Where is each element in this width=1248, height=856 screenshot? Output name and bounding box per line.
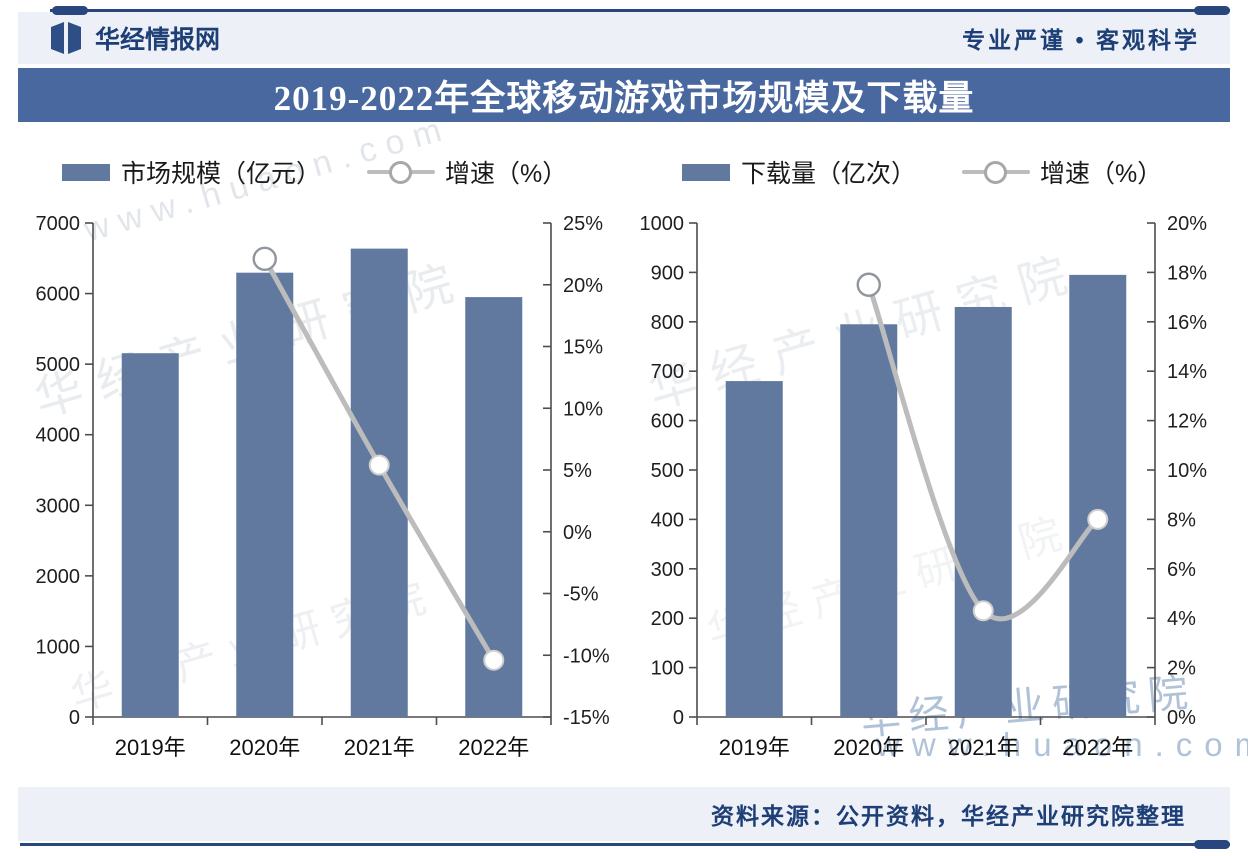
svg-text:100: 100 (651, 658, 684, 680)
svg-text:5%: 5% (563, 460, 592, 482)
svg-text:0: 0 (69, 707, 80, 729)
svg-text:3000: 3000 (36, 495, 81, 517)
downloads-plot: 0 100 200 300 400 500 600 700 800 900 1000 0% 2% 4% 6%… (640, 213, 1208, 760)
line-legend-label: 增速（%） (445, 160, 568, 188)
svg-text:0%: 0% (1167, 707, 1196, 729)
svg-text:-5%: -5% (563, 584, 599, 606)
svg-text:20%: 20% (563, 275, 603, 297)
svg-text:2020年: 2020年 (229, 735, 300, 760)
svg-text:700: 700 (651, 361, 684, 383)
svg-text:6000: 6000 (36, 284, 81, 306)
line-legend-swatch (962, 160, 1031, 184)
bottom-right-cap (1194, 840, 1230, 849)
market-size-chart: 市场规模（亿元） 增速（%） 0 1000 2000 3000 4000 5000 6000… (0, 126, 624, 782)
svg-text:2022年: 2022年 (458, 735, 529, 760)
svg-text:800: 800 (651, 312, 684, 334)
line-legend-label: 增速（%） (1040, 160, 1163, 188)
svg-text:15%: 15% (563, 337, 603, 359)
svg-text:-15%: -15% (563, 707, 610, 729)
svg-text:900: 900 (651, 262, 684, 284)
bottom-border-line (20, 843, 1230, 846)
svg-text:200: 200 (651, 608, 684, 630)
svg-text:4000: 4000 (36, 425, 81, 447)
svg-text:12%: 12% (1167, 411, 1207, 433)
top-left-cap (52, 6, 88, 15)
title-banner: 2019-2022年全球移动游戏市场规模及下载量 (18, 68, 1230, 122)
page-title: 2019-2022年全球移动游戏市场规模及下载量 (273, 78, 975, 118)
svg-text:16%: 16% (1167, 312, 1207, 334)
bar-legend-swatch (62, 163, 110, 181)
line-marker-icon (984, 161, 1008, 184)
svg-text:2020年: 2020年 (833, 735, 904, 760)
svg-text:2019年: 2019年 (115, 735, 186, 760)
svg-text:2000: 2000 (36, 566, 81, 588)
top-border-line (50, 9, 1230, 12)
svg-text:10%: 10% (1167, 460, 1207, 482)
line-legend-swatch (367, 160, 436, 184)
svg-text:6%: 6% (1167, 559, 1196, 581)
svg-text:4%: 4% (1167, 608, 1196, 630)
svg-text:14%: 14% (1167, 361, 1207, 383)
header: 华经情报网 专业严谨 • 客观科学 (18, 12, 1230, 64)
svg-text:0: 0 (673, 707, 684, 729)
svg-text:2021年: 2021年 (948, 735, 1019, 760)
svg-text:7000: 7000 (36, 213, 81, 235)
svg-text:5000: 5000 (36, 354, 81, 376)
brand: 华经情报网 (48, 20, 220, 56)
svg-text:1000: 1000 (640, 213, 685, 235)
bar-legend-swatch (682, 163, 730, 181)
bar-legend-label: 市场规模（亿元） (121, 160, 322, 188)
svg-text:8%: 8% (1167, 509, 1196, 531)
bar-legend-label: 下载量（亿次） (741, 160, 917, 188)
market-size-legend: 市场规模（亿元） 增速（%） (62, 154, 567, 190)
downloads-chart: 下载量（亿次） 增速（%） 0 100 200 300 400 500 600 700 800 9… (624, 126, 1248, 782)
header-slogan: 专业严谨 • 客观科学 (962, 27, 1200, 53)
line-marker-icon (389, 161, 413, 184)
svg-text:1000: 1000 (36, 636, 81, 658)
svg-text:10%: 10% (563, 398, 603, 420)
brand-name: 华经情报网 (95, 26, 221, 54)
svg-text:2021年: 2021年 (344, 735, 415, 760)
svg-text:18%: 18% (1167, 262, 1207, 284)
svg-text:2019年: 2019年 (719, 735, 790, 760)
svg-text:2%: 2% (1167, 658, 1196, 680)
svg-text:500: 500 (651, 460, 684, 482)
svg-text:-10%: -10% (563, 645, 610, 667)
svg-text:2022年: 2022年 (1062, 735, 1133, 760)
svg-text:300: 300 (651, 559, 684, 581)
downloads-legend: 下载量（亿次） 增速（%） (682, 154, 1162, 190)
svg-text:20%: 20% (1167, 213, 1207, 235)
source-note: 资料来源：公开资料，华经产业研究院整理 (711, 803, 1186, 829)
svg-text:25%: 25% (563, 213, 603, 235)
market-size-plot: 0 1000 2000 3000 4000 5000 6000 7000 -15% -10% -5%… (36, 213, 610, 760)
footer: 资料来源：公开资料，华经产业研究院整理 (18, 787, 1230, 841)
huajing-logo-icon (51, 22, 81, 54)
svg-text:600: 600 (651, 411, 684, 433)
svg-text:400: 400 (651, 509, 684, 531)
svg-text:0%: 0% (563, 522, 592, 544)
top-right-cap (1194, 6, 1230, 15)
